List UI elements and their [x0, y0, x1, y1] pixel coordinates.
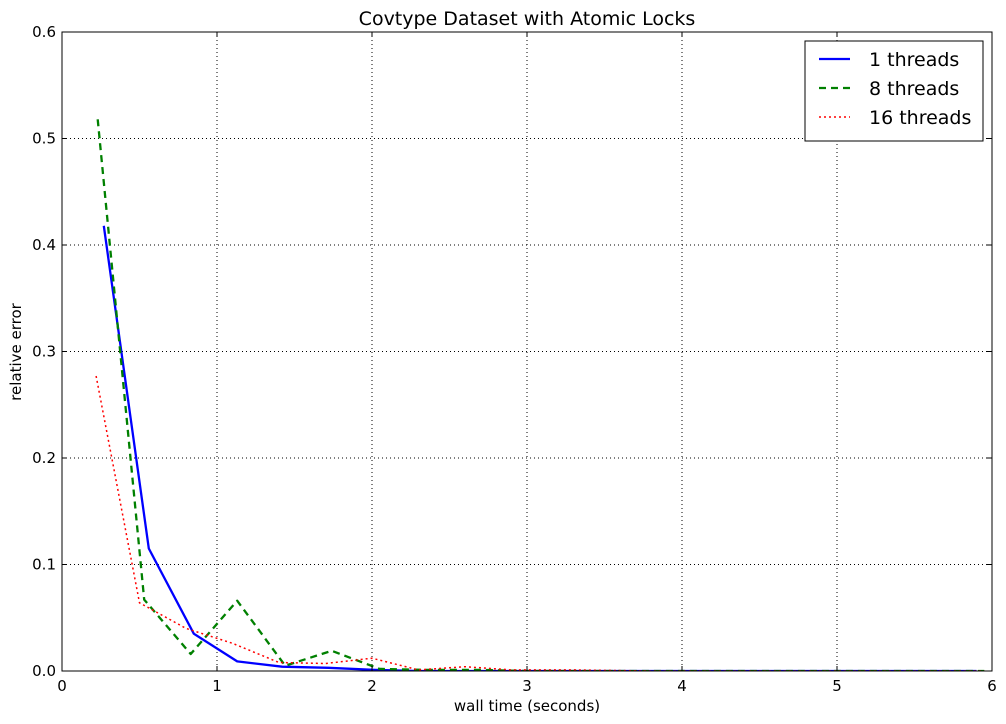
legend: 1 threads 8 threads 16 threads [804, 40, 984, 142]
grid [62, 32, 992, 671]
x-tick-label: 3 [522, 677, 532, 695]
y-tick-label: 0.0 [32, 662, 56, 680]
series-lines [95, 119, 985, 671]
series-line-3 [95, 375, 985, 671]
y-axis-title: relative error [7, 302, 25, 400]
x-tick-label: 1 [212, 677, 222, 695]
y-tick-label: 0.6 [32, 23, 56, 41]
chart-title: Covtype Dataset with Atomic Locks [359, 8, 696, 30]
x-tick-label: 0 [57, 677, 67, 695]
series-line-2 [96, 119, 985, 671]
legend-label-3: 16 threads [869, 107, 971, 129]
y-tick-label: 0.2 [32, 449, 56, 467]
x-tick-label: 2 [367, 677, 377, 695]
x-tick-label: 5 [832, 677, 842, 695]
axis-ticks: 0 1 2 3 4 5 6 0.0 0.1 0.2 0.3 0.4 0.5 0.6 [32, 23, 997, 695]
x-axis-title: wall time (seconds) [454, 697, 600, 715]
series-line-1 [102, 225, 977, 671]
x-tick-label: 4 [677, 677, 687, 695]
y-tick-label: 0.1 [32, 556, 56, 574]
legend-box [804, 40, 984, 142]
y-tick-label: 0.4 [32, 236, 56, 254]
y-tick-label: 0.5 [32, 130, 56, 148]
x-tick-label: 6 [987, 677, 997, 695]
y-tick-label: 0.3 [32, 343, 56, 361]
legend-label-2: 8 threads [869, 78, 959, 100]
legend-label-1: 1 threads [869, 49, 959, 71]
